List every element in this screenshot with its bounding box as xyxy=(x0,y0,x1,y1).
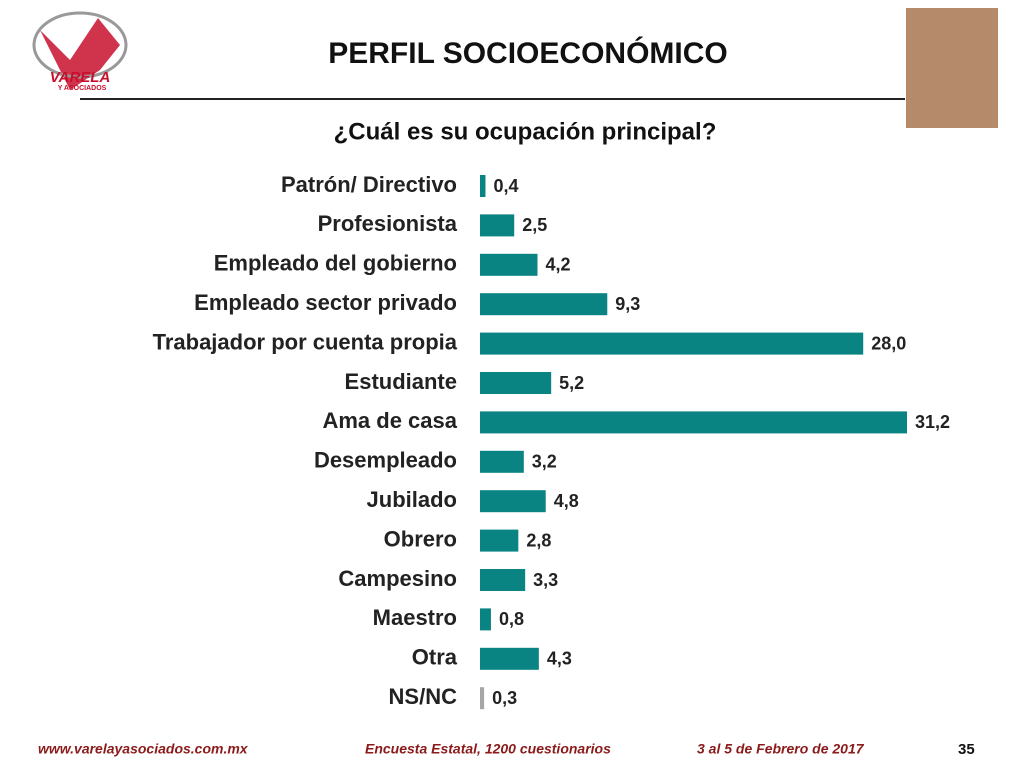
value-label: 0,3 xyxy=(492,688,517,708)
category-label: Patrón/ Directivo xyxy=(281,172,457,197)
value-label: 0,4 xyxy=(493,176,518,196)
category-label: Ama de casa xyxy=(322,408,457,433)
bar xyxy=(480,450,524,473)
value-label: 4,2 xyxy=(545,255,570,275)
logo: VARELA Y ASOCIADOS xyxy=(32,11,128,92)
bar xyxy=(480,372,552,394)
category-label: Jubilado xyxy=(367,487,457,512)
category-label: Profesionista xyxy=(318,211,458,236)
category-label: Otra xyxy=(412,645,458,670)
category-label: Obrero xyxy=(384,526,457,551)
category-label: Maestro xyxy=(373,605,457,630)
value-label: 0,8 xyxy=(499,609,524,629)
value-label: 28,0 xyxy=(871,333,906,353)
logo-subname: Y ASOCIADOS xyxy=(58,85,107,92)
category-label: Desempleado xyxy=(314,448,457,473)
bar xyxy=(480,569,526,591)
bar xyxy=(480,293,608,316)
logo-shape xyxy=(40,18,120,90)
bar xyxy=(480,253,538,276)
category-label: Empleado del gobierno xyxy=(214,251,457,276)
photo xyxy=(906,8,998,128)
value-label: 9,3 xyxy=(615,294,640,314)
page-number: 35 xyxy=(958,741,975,758)
bar xyxy=(480,529,519,552)
chart-subtitle: ¿Cuál es su ocupación principal? xyxy=(334,118,717,145)
chart-title: PERFIL SOCIOECONÓMICO xyxy=(328,36,727,70)
category-label: Trabajador por cuenta propia xyxy=(153,329,458,354)
value-label: 3,2 xyxy=(532,452,557,472)
bar xyxy=(480,687,485,710)
footer-website: www.varelayasociados.com.mx xyxy=(38,741,249,757)
bar xyxy=(480,411,907,434)
bar xyxy=(480,214,515,237)
footer-date: 3 al 5 de Febrero de 2017 xyxy=(697,741,865,757)
category-label: Estudiante xyxy=(345,369,457,394)
bar xyxy=(480,332,864,355)
value-label: 5,2 xyxy=(559,373,584,393)
logo-ring xyxy=(32,11,128,79)
bar xyxy=(480,490,546,513)
category-label: NS/NC xyxy=(389,684,458,709)
bar xyxy=(480,175,486,197)
value-label: 2,5 xyxy=(522,215,547,235)
bar xyxy=(480,608,491,631)
footer-survey: Encuesta Estatal, 1200 cuestionarios xyxy=(365,741,611,757)
category-label: Campesino xyxy=(338,566,457,591)
value-label: 2,8 xyxy=(526,530,551,550)
value-label: 4,8 xyxy=(554,491,579,511)
value-label: 4,3 xyxy=(547,649,572,669)
value-label: 31,2 xyxy=(915,412,950,432)
category-label: Empleado sector privado xyxy=(194,290,457,315)
value-label: 3,3 xyxy=(533,570,558,590)
bar xyxy=(480,647,539,670)
logo-name: VARELA xyxy=(50,69,111,86)
